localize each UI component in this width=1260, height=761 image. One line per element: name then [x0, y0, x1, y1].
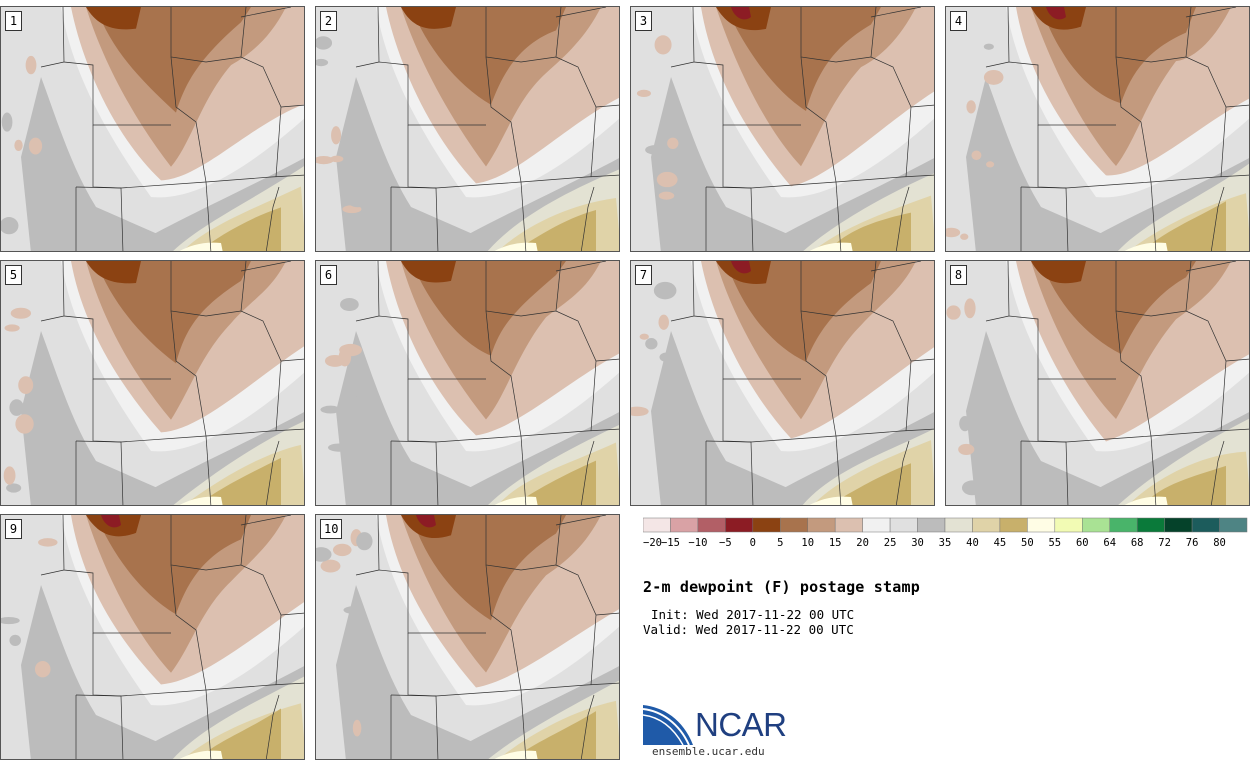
ensemble-member-panel: 2 [315, 6, 620, 252]
colorbar-swatch [999, 517, 1028, 533]
member-number: 1 [5, 11, 22, 31]
dewpoint-map [316, 261, 619, 505]
colorbar-tick-label: 5 [777, 537, 783, 549]
member-number: 3 [635, 11, 652, 31]
colorbar-swatch [834, 517, 863, 533]
colorbar-swatch [697, 517, 726, 533]
dewpoint-map [316, 7, 619, 251]
member-number: 6 [320, 265, 337, 285]
colorbar-swatch [944, 517, 973, 533]
ensemble-member-panel: 3 [630, 6, 935, 252]
ensemble-member-panel: 10 [315, 514, 620, 760]
colorbar-swatch [862, 517, 891, 533]
colorbar-swatch [1082, 517, 1110, 533]
member-number: 7 [635, 265, 652, 285]
dewpoint-map [946, 7, 1249, 251]
colorbar-swatch [752, 517, 781, 533]
dewpoint-map [1, 261, 304, 505]
colorbar-swatch [1136, 517, 1165, 533]
ensemble-member-panel: 9 [0, 514, 305, 760]
ensemble-member-panel: 7 [630, 260, 935, 506]
colorbar-tick-label: 55 [1048, 537, 1061, 549]
colorbar-swatch [972, 517, 1001, 533]
dewpoint-map [1, 7, 304, 251]
dewpoint-map [946, 261, 1249, 505]
colorbar-tick-label: 45 [994, 537, 1007, 549]
colorbar-swatch [643, 517, 671, 533]
colorbar-tick-label: 80 [1213, 537, 1226, 549]
colorbar-tick-label: −10 [688, 537, 707, 549]
colorbar-tick-label: 72 [1158, 537, 1171, 549]
member-number: 8 [950, 265, 967, 285]
ensemble-member-panel: 1 [0, 6, 305, 252]
colorbar-tick-label: 15 [829, 537, 842, 549]
dewpoint-map [631, 261, 934, 505]
ensemble-member-panel: 8 [945, 260, 1250, 506]
init-time: Init: Wed 2017-11-22 00 UTC [651, 607, 855, 622]
colorbar-tick-label: 60 [1076, 537, 1089, 549]
member-number: 5 [5, 265, 22, 285]
dewpoint-map [1, 515, 304, 759]
colorbar-tick-label: 35 [939, 537, 952, 549]
colorbar-swatch [670, 517, 699, 533]
colorbar-tick-label: 20 [856, 537, 869, 549]
colorbar-tick-label: 25 [884, 537, 897, 549]
colorbar-tick-label: −20 [643, 537, 662, 549]
colorbar-swatch [1164, 517, 1193, 533]
colorbar-tick-label: 68 [1131, 537, 1144, 549]
colorbar-tick-label: −15 [661, 537, 680, 549]
colorbar-swatch [917, 517, 946, 533]
member-number: 4 [950, 11, 967, 31]
valid-time: Valid: Wed 2017-11-22 00 UTC [643, 622, 854, 637]
colorbar-swatch [1219, 517, 1248, 533]
dewpoint-map [631, 7, 934, 251]
member-number: 2 [320, 11, 337, 31]
colorbar-tick-label: 76 [1186, 537, 1199, 549]
colorbar-tick-label: 30 [911, 537, 924, 549]
member-number: 9 [5, 519, 22, 539]
ensemble-member-panel: 5 [0, 260, 305, 506]
colorbar-swatch [780, 517, 808, 533]
colorbar-tick-label: 0 [750, 537, 756, 549]
ensemble-member-panel: 4 [945, 6, 1250, 252]
ncar-wordmark: NCAR [695, 706, 787, 743]
member-number: 10 [320, 519, 343, 539]
logo-url: ensemble.ucar.edu [652, 745, 765, 758]
colorbar-tick-label: 64 [1103, 537, 1116, 549]
ensemble-member-panel: 6 [315, 260, 620, 506]
colorbar-swatch [807, 517, 836, 533]
colorbar-swatch [1027, 517, 1056, 533]
colorbar-swatch [1109, 517, 1138, 533]
colorbar-tick-label: −5 [719, 537, 732, 549]
colorbar-swatch [1054, 517, 1083, 533]
colorbar-tick-label: 10 [801, 537, 814, 549]
colorbar-swatch [1191, 517, 1220, 533]
colorbar-swatch [725, 517, 754, 533]
dewpoint-map [316, 515, 619, 759]
colorbar: −20 −15 −10 −5 0 5 10 15 20 25 30 35 40 45 50 55 60 64 68 7… [643, 517, 1248, 549]
plot-title: 2-m dewpoint (F) postage stamp [643, 578, 920, 596]
colorbar-tick-label: 50 [1021, 537, 1034, 549]
ncar-logo-icon [643, 705, 693, 745]
colorbar-tick-label: 40 [966, 537, 979, 549]
colorbar-swatch [889, 517, 918, 533]
